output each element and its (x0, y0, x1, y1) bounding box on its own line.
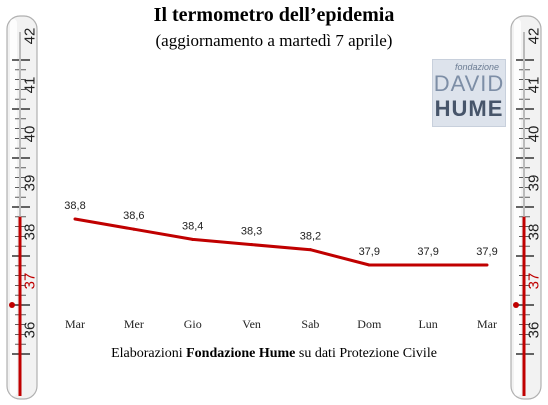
x-tick-label: Gio (184, 317, 202, 331)
fever-threshold-marker (513, 302, 519, 308)
scale-label: 39 (22, 175, 39, 192)
x-tick-label: Sab (301, 317, 319, 331)
scale-label: 36 (22, 322, 39, 339)
data-point (73, 217, 77, 221)
data-label: 37,9 (417, 246, 438, 258)
data-point (308, 248, 312, 252)
scale-label: 41 (22, 77, 39, 94)
thermometer-right: 42 41 40 39 38 37 36 (510, 15, 543, 400)
scale-label: 38 (22, 224, 39, 241)
logo-line2: HUME (434, 96, 504, 121)
data-point (250, 243, 254, 247)
x-tick-label: Mar (477, 317, 497, 331)
x-tick-label: Dom (357, 317, 382, 331)
footer-suffix: su dati Protezione Civile (295, 346, 437, 361)
scale-label: 42 (526, 28, 543, 45)
thermometer-left: 42 41 40 39 38 37 36 (6, 15, 39, 400)
footer-bold: Fondazione Hume (186, 346, 296, 361)
series-line (74, 217, 487, 267)
scale-label: 40 (526, 126, 543, 143)
logo-small-text: fondazione (454, 62, 499, 72)
logo-line1: DAVID (433, 71, 505, 96)
data-point (485, 263, 489, 267)
scale-label: 38 (526, 224, 543, 241)
x-tick-label: Ven (242, 317, 261, 331)
data-point (132, 227, 136, 231)
scale-label: 37 (22, 273, 39, 290)
data-label: 38,2 (300, 231, 321, 243)
fondazione-hume-logo: fondazione DAVID HUME (432, 59, 506, 127)
footer-prefix: Elaborazioni (111, 346, 187, 361)
data-label: 38,8 (64, 200, 85, 212)
data-label: 37,9 (476, 246, 497, 258)
data-label: 38,4 (182, 220, 203, 232)
scale-label: 42 (22, 28, 39, 45)
x-tick-label: Mar (65, 317, 85, 331)
fever-threshold-marker (9, 302, 15, 308)
x-tick-label: Mer (124, 317, 144, 331)
data-label: 38,3 (241, 226, 262, 238)
chart-subtitle: (aggiornamento a martedì 7 aprile) (155, 31, 393, 50)
scale-label: 41 (526, 77, 543, 94)
data-point (367, 263, 371, 267)
data-label: 38,6 (123, 210, 144, 222)
data-point (191, 237, 195, 241)
scale-label: 36 (526, 322, 543, 339)
scale-label: 37 (526, 273, 543, 290)
data-label: 37,9 (359, 246, 380, 258)
data-point (426, 263, 430, 267)
chart-footer: Elaborazioni Fondazione Hume su dati Pro… (0, 346, 548, 362)
chart-title: Il termometro dell’epidemia (153, 4, 395, 26)
x-tick-label: Lun (418, 317, 437, 331)
scale-label: 40 (22, 126, 39, 143)
scale-label: 39 (526, 175, 543, 192)
